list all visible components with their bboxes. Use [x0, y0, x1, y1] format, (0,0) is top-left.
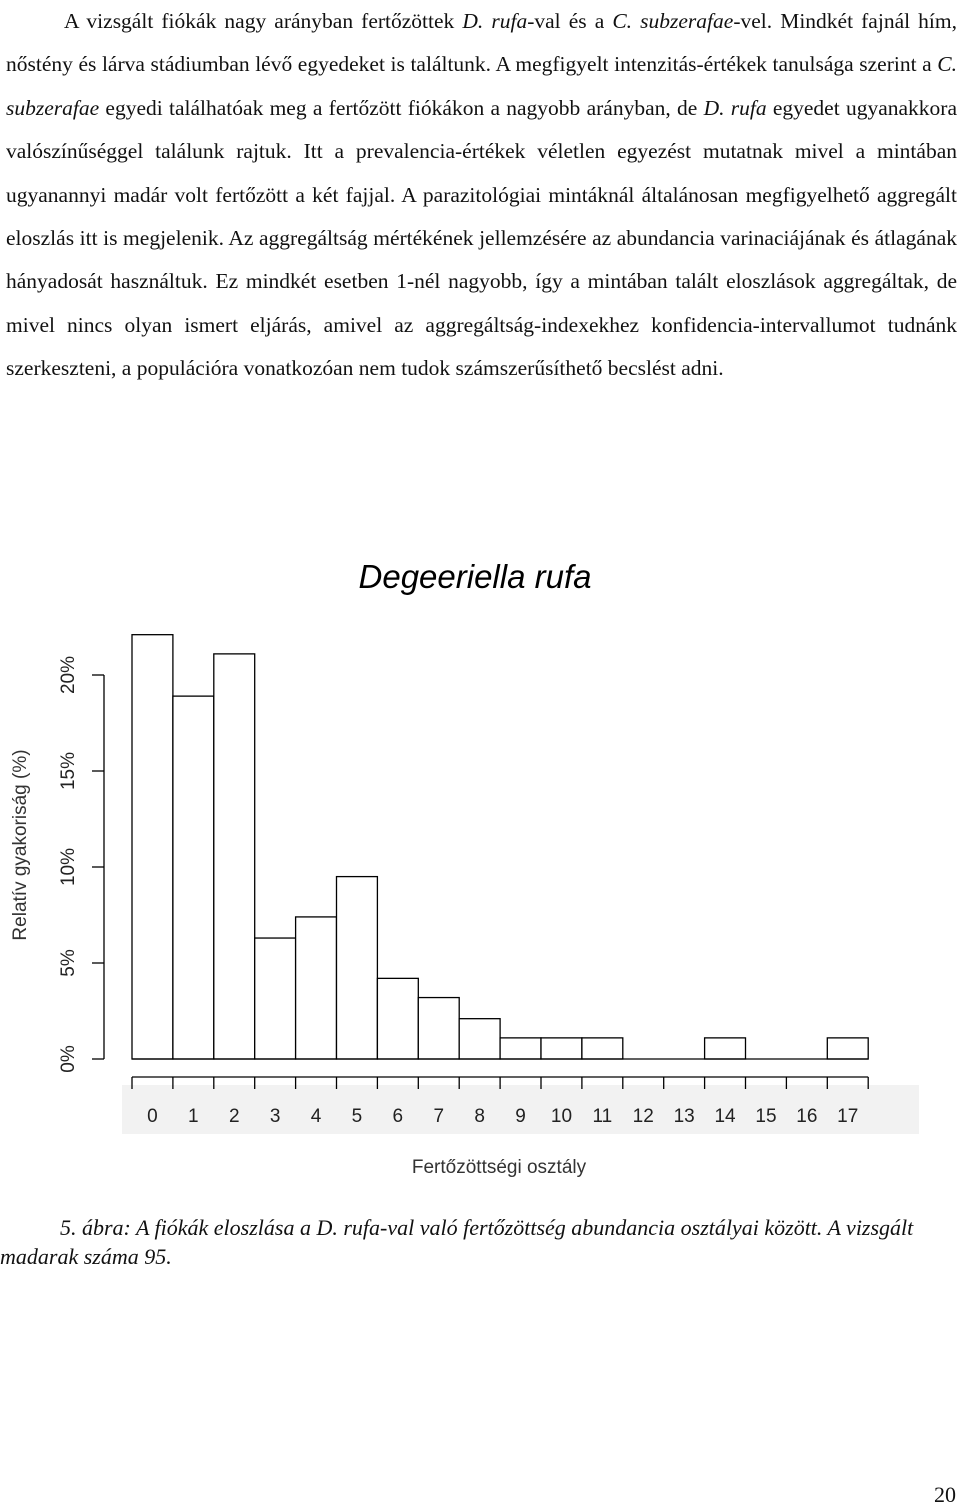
x-tick-label: 16 — [796, 1106, 817, 1127]
x-tick-label: 9 — [515, 1106, 526, 1127]
y-tick-label: 5% — [58, 949, 79, 977]
y-tick-label: 15% — [58, 752, 79, 790]
y-tick-label: 0% — [58, 1045, 79, 1073]
x-axis: 0 1 2 3 4 5 6 7 8 9 10 11 12 13 14 15 16 17 — [131, 1076, 869, 1127]
x-tick-label: 14 — [714, 1106, 736, 1127]
bar-4 — [294, 916, 338, 1060]
x-tick-label: 5 — [352, 1106, 363, 1127]
text-run: egyedet ugyanakkora valószínűséggel talá… — [6, 95, 957, 381]
bar-0 — [131, 634, 174, 1060]
bar-6 — [376, 977, 419, 1060]
bar-11 — [581, 1037, 624, 1060]
x-axis-title: Fertőzöttségi osztály — [412, 1157, 587, 1178]
x-tick-label: 1 — [188, 1106, 199, 1127]
bar-9 — [499, 1037, 542, 1060]
tick-label-band — [122, 1085, 919, 1134]
x-tick-label: 13 — [674, 1106, 695, 1127]
bar-1 — [172, 695, 215, 1060]
text-run: egyedi találhatóak meg a fertőzött fióká… — [99, 95, 704, 120]
x-tick-label: 7 — [433, 1106, 444, 1127]
chart-title: Degeeriella rufa — [359, 558, 592, 595]
x-tick-label: 8 — [474, 1106, 485, 1127]
bar-2 — [213, 653, 256, 1060]
y-tick-label: 20% — [58, 656, 79, 694]
x-tick-label: 3 — [270, 1106, 281, 1127]
y-tick-label: 10% — [58, 848, 79, 886]
x-tick-label: 17 — [837, 1106, 858, 1127]
x-tick-label: 11 — [592, 1106, 612, 1127]
bar-17 — [826, 1037, 869, 1060]
bar-3 — [254, 937, 297, 1060]
bar-10 — [540, 1037, 583, 1060]
body-paragraph: A vizsgált fiókák nagy arányban fertőzöt… — [6, 0, 957, 391]
text-run: -val és a — [527, 9, 613, 33]
x-tick-label: 15 — [755, 1106, 776, 1127]
x-tick-label: 4 — [311, 1106, 322, 1127]
figure-caption: 5. ábra: A fiókák eloszlása a D. rufa-va… — [0, 1215, 914, 1269]
species-name: C. subzerafae — [6, 52, 957, 120]
bar-7 — [417, 996, 460, 1060]
x-tick-label: 0 — [147, 1106, 158, 1127]
species-name: C. subzerafae — [612, 9, 734, 33]
species-name: D. rufa — [462, 9, 528, 33]
bar-5 — [335, 875, 379, 1060]
species-name: D. rufa — [703, 95, 767, 120]
x-tick-label: 10 — [551, 1106, 572, 1127]
x-tick-label: 2 — [229, 1106, 240, 1127]
page-number: 20 — [934, 1482, 956, 1507]
text-run: A vizsgált fiókák nagy arányban fertőzöt… — [64, 9, 463, 33]
bar-8 — [458, 1018, 501, 1060]
x-tick-label: 6 — [393, 1106, 404, 1127]
y-axis: 0% 5% 10% 15% 20% — [58, 656, 105, 1073]
text-run: -vel. Mindkét fajnál hím, nőstény és lár… — [6, 9, 957, 77]
x-tick-label: 12 — [633, 1106, 654, 1127]
bars-group — [131, 634, 869, 1060]
y-axis-title: Relatív gyakoriság (%) — [10, 749, 31, 940]
bar-14 — [703, 1037, 747, 1060]
